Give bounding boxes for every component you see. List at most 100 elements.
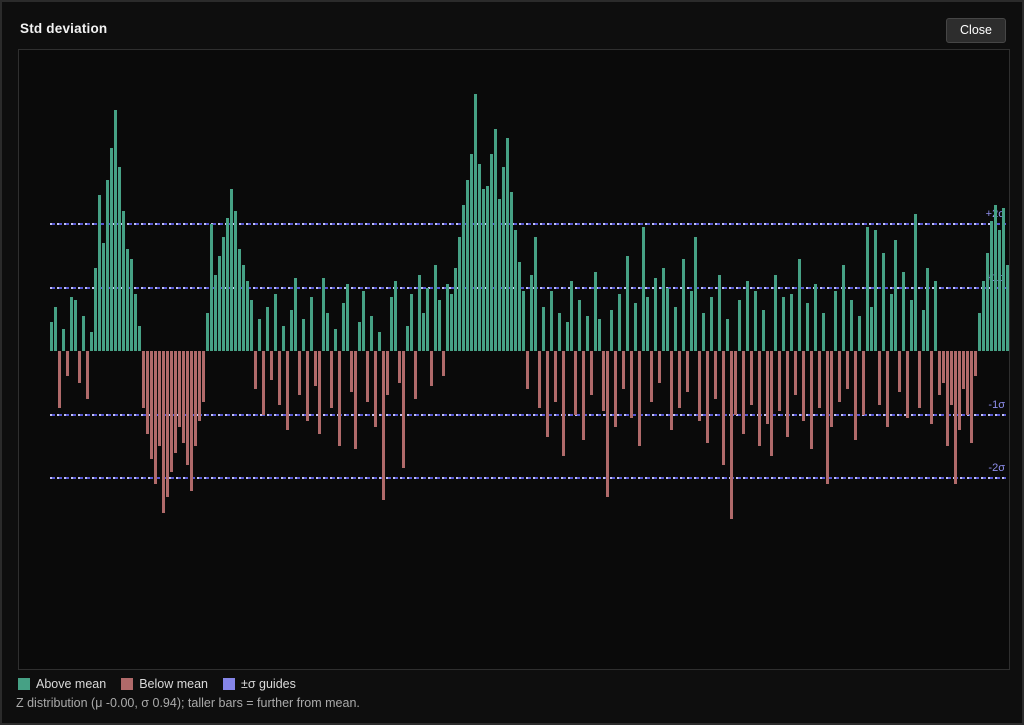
bar-above-mean	[474, 93, 477, 351]
bar-above-mean	[454, 268, 457, 351]
bar-above-mean	[910, 300, 913, 351]
legend: Above mean Below mean ±σ guides	[18, 677, 296, 691]
bar-below-mean	[554, 351, 557, 402]
bar-below-mean	[178, 351, 181, 428]
bar-below-mean	[402, 351, 405, 469]
bar-above-mean	[510, 192, 513, 351]
bar-below-mean	[374, 351, 377, 428]
bar-above-mean	[238, 249, 241, 351]
bar-above-mean	[234, 211, 237, 351]
bar-above-mean	[274, 293, 277, 351]
bar-above-mean	[342, 303, 345, 351]
bar-below-mean	[638, 351, 641, 447]
bar-above-mean	[406, 325, 409, 351]
bar-above-mean	[718, 274, 721, 351]
bar-below-mean	[146, 351, 149, 434]
bar-above-mean	[610, 309, 613, 351]
bar-above-mean	[126, 249, 129, 351]
bar-below-mean	[538, 351, 541, 409]
bar-above-mean	[222, 236, 225, 351]
bar-above-mean	[782, 297, 785, 351]
bar-above-mean	[558, 312, 561, 351]
bar-below-mean	[766, 351, 769, 425]
sigma-guide-line	[50, 477, 1006, 479]
bar-below-mean	[442, 351, 445, 377]
bar-below-mean	[262, 351, 265, 415]
bar-above-mean	[498, 198, 501, 351]
bar-below-mean	[630, 351, 633, 418]
bar-below-mean	[962, 351, 965, 390]
bar-below-mean	[906, 351, 909, 418]
bar-above-mean	[990, 220, 993, 351]
bar-above-mean	[870, 306, 873, 351]
bar-above-mean	[542, 306, 545, 351]
bar-below-mean	[954, 351, 957, 485]
bar-above-mean	[694, 236, 697, 351]
bar-above-mean	[702, 312, 705, 351]
bar-above-mean	[626, 255, 629, 351]
bar-above-mean	[690, 290, 693, 351]
bar-below-mean	[730, 351, 733, 520]
bar-below-mean	[366, 351, 369, 402]
bar-below-mean	[970, 351, 973, 444]
bar-below-mean	[966, 351, 969, 415]
bar-below-mean	[830, 351, 833, 428]
bar-above-mean	[586, 316, 589, 351]
bar-below-mean	[614, 351, 617, 428]
bar-above-mean	[462, 204, 465, 351]
sigma-guide-label: -1σ	[988, 398, 1005, 411]
bar-above-mean	[550, 290, 553, 351]
bar-below-mean	[194, 351, 197, 447]
above-mean-swatch-icon	[18, 678, 30, 690]
bar-above-mean	[594, 271, 597, 351]
sigma-guides-swatch-icon	[222, 678, 235, 690]
bar-below-mean	[818, 351, 821, 409]
bar-below-mean	[414, 351, 417, 399]
bar-above-mean	[50, 322, 53, 351]
below-mean-swatch-icon	[121, 678, 134, 690]
bar-above-mean	[642, 227, 645, 351]
bar-below-mean	[58, 351, 61, 409]
bar-below-mean	[590, 351, 593, 396]
bar-below-mean	[170, 351, 173, 472]
bar-below-mean	[698, 351, 701, 421]
bar-above-mean	[902, 271, 905, 351]
bar-below-mean	[202, 351, 205, 402]
bar-above-mean	[282, 325, 285, 351]
legend-item-above-mean: Above mean	[18, 677, 106, 691]
chart-caption: Z distribution (μ -0.00, σ 0.94); taller…	[16, 696, 360, 710]
sigma-guide-label: -2σ	[988, 462, 1005, 474]
close-button[interactable]: Close	[946, 18, 1006, 43]
bar-below-mean	[602, 351, 605, 412]
bar-below-mean	[398, 351, 401, 383]
bar-below-mean	[722, 351, 725, 466]
bar-below-mean	[386, 351, 389, 396]
bar-above-mean	[246, 281, 249, 351]
bar-below-mean	[270, 351, 273, 380]
bar-above-mean	[618, 293, 621, 351]
bar-above-mean	[566, 322, 569, 351]
bar-below-mean	[186, 351, 189, 466]
bar-above-mean	[74, 300, 77, 351]
bar-below-mean	[974, 351, 977, 377]
bar-above-mean	[290, 309, 293, 351]
bar-above-mean	[798, 258, 801, 351]
bar-above-mean	[634, 303, 637, 351]
bar-above-mean	[102, 243, 105, 351]
bar-above-mean	[662, 268, 665, 351]
bar-below-mean	[794, 351, 797, 396]
bar-above-mean	[506, 138, 509, 351]
bar-above-mean	[806, 303, 809, 351]
bar-above-mean	[570, 281, 573, 351]
bar-above-mean	[790, 293, 793, 351]
bar-above-mean	[530, 274, 533, 351]
bar-above-mean	[834, 290, 837, 351]
bar-above-mean	[922, 309, 925, 351]
bar-above-mean	[514, 230, 517, 351]
bar-below-mean	[298, 351, 301, 396]
bar-above-mean	[858, 316, 861, 351]
bar-above-mean	[518, 262, 521, 351]
bar-above-mean	[418, 274, 421, 351]
bar-above-mean	[534, 236, 537, 351]
bar-below-mean	[786, 351, 789, 437]
